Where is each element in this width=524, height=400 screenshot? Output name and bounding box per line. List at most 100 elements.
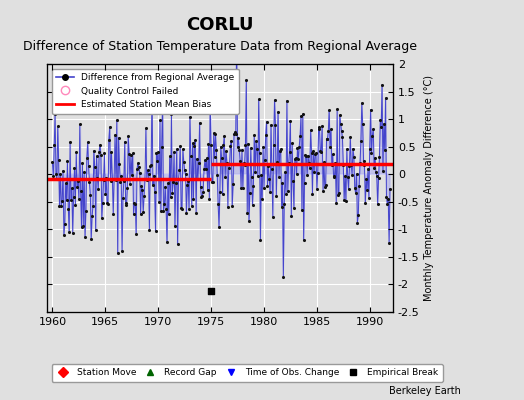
Point xyxy=(109,210,117,217)
Point xyxy=(132,231,140,237)
Point xyxy=(370,165,378,171)
Point xyxy=(353,219,362,226)
Point xyxy=(253,146,261,152)
Point xyxy=(355,183,363,189)
Point xyxy=(292,171,301,178)
Point xyxy=(299,111,307,117)
Point xyxy=(213,172,222,178)
Point xyxy=(118,248,126,254)
Point xyxy=(290,205,298,212)
Point xyxy=(335,190,343,196)
Point xyxy=(48,159,57,166)
Point xyxy=(310,168,319,175)
Point xyxy=(114,250,122,256)
Point xyxy=(376,117,385,124)
Point xyxy=(334,192,342,198)
Point xyxy=(154,149,162,156)
Point xyxy=(64,206,72,212)
Point xyxy=(233,144,242,150)
Point xyxy=(380,120,388,127)
Point xyxy=(344,174,352,180)
Point xyxy=(259,144,267,150)
Point xyxy=(198,193,206,199)
Point xyxy=(381,95,390,101)
Point xyxy=(148,87,156,94)
Point xyxy=(136,170,144,176)
Point xyxy=(352,171,361,177)
Point xyxy=(137,182,146,189)
Point xyxy=(165,210,173,217)
Point xyxy=(312,150,320,157)
Point xyxy=(229,181,237,188)
Point xyxy=(83,139,92,146)
Point xyxy=(202,166,210,173)
Point xyxy=(354,212,363,218)
Point xyxy=(115,161,124,167)
Point xyxy=(220,133,228,139)
Point xyxy=(269,142,278,148)
Point xyxy=(79,223,88,229)
Point xyxy=(316,148,324,154)
Point xyxy=(202,155,211,161)
Point xyxy=(206,92,214,99)
Point xyxy=(242,77,250,83)
Point xyxy=(230,131,238,138)
Point xyxy=(196,184,205,190)
Point xyxy=(119,178,128,184)
Point xyxy=(157,208,165,214)
Point xyxy=(127,152,135,158)
Point xyxy=(89,202,97,209)
Point xyxy=(177,204,185,211)
Point xyxy=(361,200,369,206)
Point xyxy=(52,171,60,178)
Point xyxy=(194,160,203,166)
Point xyxy=(372,169,380,175)
Point xyxy=(100,150,108,156)
Point xyxy=(255,96,263,102)
Point xyxy=(87,236,95,243)
Point xyxy=(217,155,226,161)
Point xyxy=(323,136,332,142)
Point xyxy=(104,201,112,208)
Point xyxy=(139,209,147,215)
Point xyxy=(338,134,346,140)
Point xyxy=(58,198,67,204)
Point xyxy=(144,167,152,173)
Point xyxy=(328,162,336,169)
Point xyxy=(313,170,322,176)
Point xyxy=(191,137,200,144)
Point xyxy=(247,145,255,151)
Point xyxy=(222,148,230,154)
Point xyxy=(56,171,64,178)
Point xyxy=(81,233,89,240)
Point xyxy=(275,174,283,181)
Point xyxy=(180,159,188,165)
Point xyxy=(237,185,245,191)
Point xyxy=(291,155,300,162)
Point xyxy=(211,131,220,138)
Point xyxy=(367,150,376,156)
Point xyxy=(134,160,142,166)
Point xyxy=(255,150,264,156)
Point xyxy=(70,165,79,171)
Point xyxy=(226,142,235,149)
Point xyxy=(194,176,202,182)
Point xyxy=(264,163,272,169)
Point xyxy=(207,288,215,294)
Point xyxy=(289,177,297,184)
Point xyxy=(248,202,257,208)
Point xyxy=(375,154,384,161)
Point xyxy=(75,121,84,128)
Point xyxy=(77,188,85,194)
Point xyxy=(176,143,184,149)
Point xyxy=(78,160,86,166)
Point xyxy=(103,200,111,206)
Point xyxy=(75,195,83,202)
Point xyxy=(178,205,186,212)
Point xyxy=(63,158,72,164)
Point xyxy=(308,150,316,157)
Point xyxy=(66,139,74,145)
Point xyxy=(150,188,159,195)
Point xyxy=(83,155,91,162)
Point xyxy=(247,174,256,180)
